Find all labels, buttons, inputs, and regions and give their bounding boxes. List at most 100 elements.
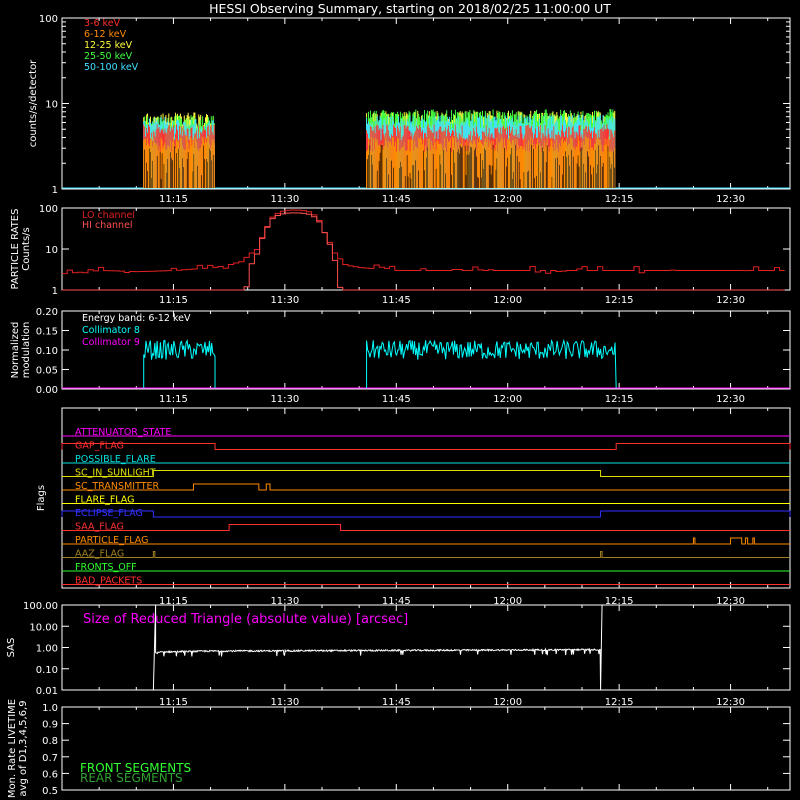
flag-label: FRONTS_OFF (75, 562, 137, 573)
flag-label: SC_IN_SUNLIGHT (75, 468, 156, 479)
count-rate-time-label: 12:15 (605, 194, 634, 205)
collimator-8-line (143, 339, 216, 388)
figure-title: HESSI Observing Summary, starting on 201… (209, 1, 611, 16)
flag-label: BAD_PACKETS (75, 576, 142, 587)
particle-ylabel-line: PARTICLE RATES (10, 209, 21, 290)
modulation-ytick-label: 0.05 (36, 366, 58, 377)
flag-row: SAA_FLAG (62, 522, 790, 533)
collimator-8-line (366, 338, 617, 389)
flags-time-label: 11:30 (270, 596, 299, 607)
modulation-time-label: 11:30 (270, 394, 299, 405)
sas-ytick-label: 100.00 (23, 601, 58, 612)
sas-ytick-label: 0.01 (36, 686, 58, 697)
count-rate-time-label: 11:45 (382, 194, 411, 205)
count-rate-ytick-label: 10 (45, 100, 58, 111)
particle-ylabel: PARTICLE RATES Counts/s (10, 209, 32, 290)
flag-trace (61, 510, 791, 518)
particle-series-line (62, 212, 785, 291)
sas-annotation: Size of Reduced Triangle (absolute value… (83, 612, 408, 627)
count-rate-ylabel-line: counts/s/detector (28, 59, 39, 147)
modulation-legend-entry: Collimator 8 (82, 325, 140, 336)
flag-label: PARTICLE_FLAG (75, 535, 148, 546)
count-rate-ytick-label: 100 (39, 14, 58, 25)
particle-series-line (62, 209, 785, 275)
modulation-ylabel: Normalized modulation (10, 322, 32, 379)
livetime-legend-entry: REAR SEGMENTS (80, 771, 183, 785)
flags-ylabel: Flags (36, 485, 47, 511)
flag-trace (62, 470, 790, 477)
livetime-ytick-label: 0.6 (42, 769, 58, 780)
flag-label: GAP_FLAG (75, 441, 124, 452)
modulation-time-label: 11:15 (159, 394, 188, 405)
sas-time-label: 12:15 (605, 697, 634, 708)
flags-panel-frame (61, 407, 791, 589)
livetime-ytick-label: 0.7 (42, 753, 58, 764)
flag-trace (62, 483, 790, 491)
flag-row: AAZ_FLAG (62, 549, 790, 560)
livetime-ytick-label: 0.8 (42, 736, 58, 747)
particle-ytick-label: 100 (39, 204, 58, 215)
modulation-time-label: 12:00 (493, 394, 522, 405)
count-rate-time-label: 12:00 (493, 194, 522, 205)
count-rate-legend-entry: 6-12 keV (84, 29, 127, 40)
flags-time-label: 11:45 (382, 596, 411, 607)
sas-ytick-label: 0.10 (36, 665, 58, 676)
livetime-panel-frame (61, 706, 791, 791)
sas-trace (152, 604, 603, 691)
count-rate-legend-entry: 25-50 keV (84, 51, 133, 62)
particle-legend-entry: LO channel (82, 210, 135, 221)
flag-label: POSSIBLE_FLARE (75, 454, 156, 465)
livetime-ylabel-line: Mon. Rate LIVETIME (7, 699, 18, 798)
modulation-ytick-label: 0.10 (36, 346, 58, 357)
count-rate-ylabel: counts/s/detector (28, 59, 39, 147)
count-rate-ytick-label: 1 (52, 185, 58, 196)
modulation-time-label: 12:15 (605, 394, 634, 405)
flag-trace (62, 537, 790, 545)
flag-label: AAZ_FLAG (75, 549, 124, 560)
livetime-ylabel: Mon. Rate LIVETIME avg of D1,3,4,5,6,9 (7, 699, 29, 798)
particle-time-label: 11:45 (382, 295, 411, 306)
flag-label: ATTENUATOR_STATE (75, 427, 171, 438)
particle-legend-entry: HI channel (82, 220, 133, 231)
particle-time-label: 12:15 (605, 295, 634, 306)
flags-ylabel-line: Flags (36, 485, 47, 511)
count-rate-time-label: 12:30 (716, 194, 745, 205)
modulation-ytick-label: 0.20 (36, 307, 58, 318)
particle-ylabel-line: Counts/s (21, 227, 32, 271)
flag-trace (62, 524, 790, 531)
modulation-time-label: 12:30 (716, 394, 745, 405)
flag-label: SC_TRANSMITTER (75, 481, 160, 492)
particle-ytick-label: 10 (45, 245, 58, 256)
sas-time-label: 11:15 (159, 697, 188, 708)
livetime-ylabel-line: avg of D1,3,4,5,6,9 (18, 700, 29, 796)
livetime-ytick-label: 0.5 (42, 786, 58, 797)
count-rate-interval-2 (366, 109, 616, 188)
particle-time-label: 11:15 (159, 295, 188, 306)
count-rate-legend-entry: 50-100 keV (84, 62, 139, 73)
flag-row: ECLIPSE_FLAG (61, 508, 791, 519)
modulation-legend-title: Energy band: 6-12 keV (82, 313, 191, 324)
sas-time-label: 12:30 (716, 697, 745, 708)
modulation-ylabel-line: Normalized (10, 322, 21, 379)
flags-time-label: 12:30 (716, 596, 745, 607)
flag-row: PARTICLE_FLAG (62, 535, 790, 546)
flag-row: ATTENUATOR_STATE (62, 427, 790, 438)
flags-time-label: 12:00 (493, 596, 522, 607)
modulation-ylabel-line: modulation (21, 322, 32, 379)
flags-time-label: 11:15 (159, 596, 188, 607)
count-rate-time-label: 11:15 (159, 194, 188, 205)
flag-row: POSSIBLE_FLARE (62, 454, 790, 465)
sas-time-label: 12:00 (493, 697, 522, 708)
count-rate-legend-entry: 3-6 keV (84, 18, 121, 29)
flag-row: GAP_FLAG (61, 441, 791, 452)
particle-ytick-label: 1 (52, 286, 58, 297)
particle-time-label: 11:30 (270, 295, 299, 306)
modulation-legend-entry: Collimator 9 (82, 337, 140, 348)
sas-time-label: 11:45 (382, 697, 411, 708)
count-rate-interval-1 (143, 112, 215, 188)
livetime-ytick-label: 0.9 (42, 720, 58, 731)
particle-panel-frame (61, 207, 791, 291)
modulation-ytick-label: 0.00 (36, 385, 58, 396)
sas-ytick-label: 10.00 (29, 622, 58, 633)
